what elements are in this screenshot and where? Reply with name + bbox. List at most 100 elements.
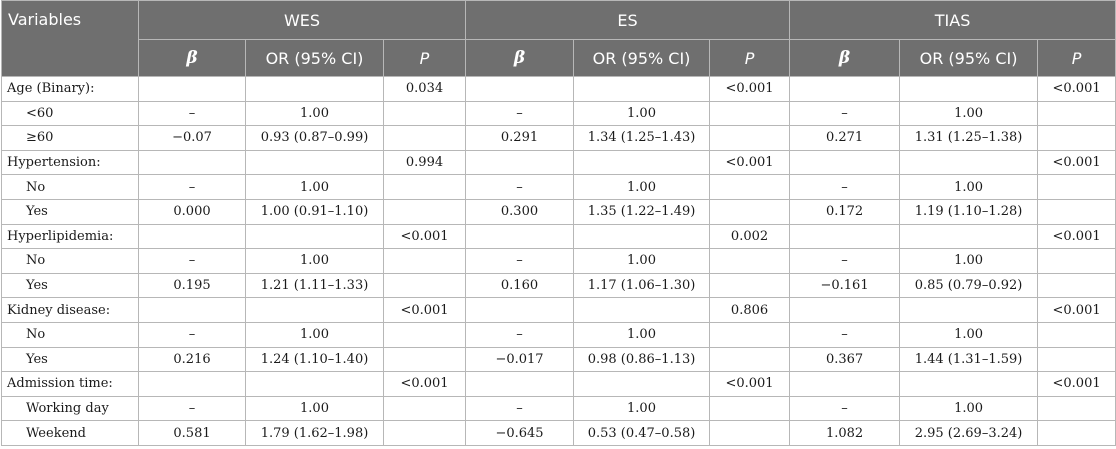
table-cell (465, 149, 575, 176)
table-cell (1037, 100, 1116, 127)
wes-or-header: OR (95% CI) (245, 39, 384, 77)
table-cell (573, 371, 711, 397)
table-cell: 1.00 (245, 395, 384, 422)
table-cell: – (465, 174, 575, 200)
table-cell: <0.001 (1037, 149, 1116, 176)
table-group-row: Admission time: <0.001 <0.001 <0.001 (1, 371, 1116, 397)
table-cell (138, 223, 246, 250)
table-cell (789, 371, 901, 397)
table-cell: 0.300 (465, 198, 575, 225)
table-cell: <0.001 (382, 223, 467, 250)
table-row: Weekend 0.581 1.79 (1.62–1.98) −0.645 0.53 (… (1, 420, 1116, 446)
row-label: Kidney disease: (1, 297, 139, 323)
es-or-header: OR (95% CI) (573, 39, 711, 77)
table-cell: 1.00 (245, 321, 384, 348)
table-cell: – (138, 395, 246, 422)
es-beta-header: β (465, 39, 575, 77)
table-cell: <0.001 (709, 149, 791, 176)
table-cell: 1.00 (573, 395, 711, 422)
table-cell (573, 223, 711, 250)
table-cell: 0.367 (789, 346, 901, 373)
table-cell: 1.00 (245, 174, 384, 200)
table-cell (382, 420, 467, 446)
header-row-metrics: β OR (95% CI) P β OR (95% CI) P β OR (95… (2, 39, 1116, 77)
table-cell: 0.93 (0.87–0.99) (245, 125, 384, 151)
table-cell: 0.98 (0.86–1.13) (573, 346, 711, 373)
table-cell: −0.07 (138, 125, 246, 151)
table-cell: 1.00 (899, 100, 1039, 127)
table-cell (382, 395, 467, 422)
table-cell (382, 125, 467, 151)
table-cell (709, 198, 791, 225)
table-cell: 0.994 (382, 149, 467, 176)
table-row: No –1.00–1.00–1.00 (1, 248, 1116, 274)
table-cell: 0.034 (382, 76, 467, 102)
table-cell: 1.00 (899, 395, 1039, 422)
table-cell (789, 149, 901, 176)
table-group-row: Age (Binary): 0.034 <0.001 <0.001 (1, 76, 1116, 102)
table-cell (789, 76, 901, 102)
table-cell: 1.00 (573, 248, 711, 274)
table-cell (138, 371, 246, 397)
table-cell (899, 371, 1039, 397)
table-cell (245, 371, 384, 397)
row-label: No (1, 174, 139, 200)
table-cell (382, 321, 467, 348)
table-cell: – (789, 395, 901, 422)
row-label: Age (Binary): (1, 76, 139, 102)
table-cell: – (465, 395, 575, 422)
table-cell: – (789, 100, 901, 127)
table-cell (899, 76, 1039, 102)
table-cell (382, 272, 467, 299)
row-label: Working day (1, 395, 139, 422)
table-cell: – (465, 100, 575, 127)
table-cell: 0.53 (0.47–0.58) (573, 420, 711, 446)
table-cell: 1.24 (1.10–1.40) (245, 346, 384, 373)
table-cell (465, 371, 575, 397)
row-label: No (1, 321, 139, 348)
table-group-row: Kidney disease: <0.001 0.806 <0.001 (1, 297, 1116, 323)
table-cell: – (789, 174, 901, 200)
table-cell: 1.00 (245, 100, 384, 127)
variables-header: Variables (1, 0, 139, 77)
table-cell: 1.79 (1.62–1.98) (245, 420, 384, 446)
table-cell (709, 174, 791, 200)
table-cell: 1.19 (1.10–1.28) (899, 198, 1039, 225)
table-cell (465, 223, 575, 250)
table-cell: 0.172 (789, 198, 901, 225)
table-cell (1037, 395, 1116, 422)
row-label: Yes (1, 272, 139, 299)
table-cell: 1.21 (1.11–1.33) (245, 272, 384, 299)
table-cell: 1.00 (899, 248, 1039, 274)
tias-group-header: TIAS (789, 0, 1116, 40)
table-cell (382, 346, 467, 373)
table-cell (1037, 125, 1116, 151)
table-cell: 2.95 (2.69–3.24) (899, 420, 1039, 446)
table-cell: 1.31 (1.25–1.38) (899, 125, 1039, 151)
tias-p-header: P (1037, 39, 1116, 77)
table-cell: 1.00 (899, 174, 1039, 200)
table-cell (1037, 420, 1116, 446)
table-cell: <0.001 (1037, 76, 1116, 102)
table-cell: −0.161 (789, 272, 901, 299)
table-cell (1037, 346, 1116, 373)
table-cell: 1.082 (789, 420, 901, 446)
table-cell: 1.00 (245, 248, 384, 274)
table-cell (899, 297, 1039, 323)
row-label: Hypertension: (1, 149, 139, 176)
es-p-header: P (709, 39, 791, 77)
table-cell (1037, 272, 1116, 299)
table-cell (138, 297, 246, 323)
table-row: <60–1.00–1.00–1.00 (1, 100, 1116, 127)
table-cell (709, 248, 791, 274)
table-cell (573, 76, 711, 102)
table-cell: <0.001 (1037, 371, 1116, 397)
table-cell: <0.001 (382, 371, 467, 397)
tias-beta-header: β (789, 39, 901, 77)
table-row: Yes 0.216 1.24 (1.10–1.40) −0.017 0.98 (0.86… (1, 346, 1116, 373)
table-cell: – (465, 248, 575, 274)
table-cell: <0.001 (382, 297, 467, 323)
row-label: <60 (1, 100, 139, 127)
row-label: Admission time: (1, 371, 139, 397)
